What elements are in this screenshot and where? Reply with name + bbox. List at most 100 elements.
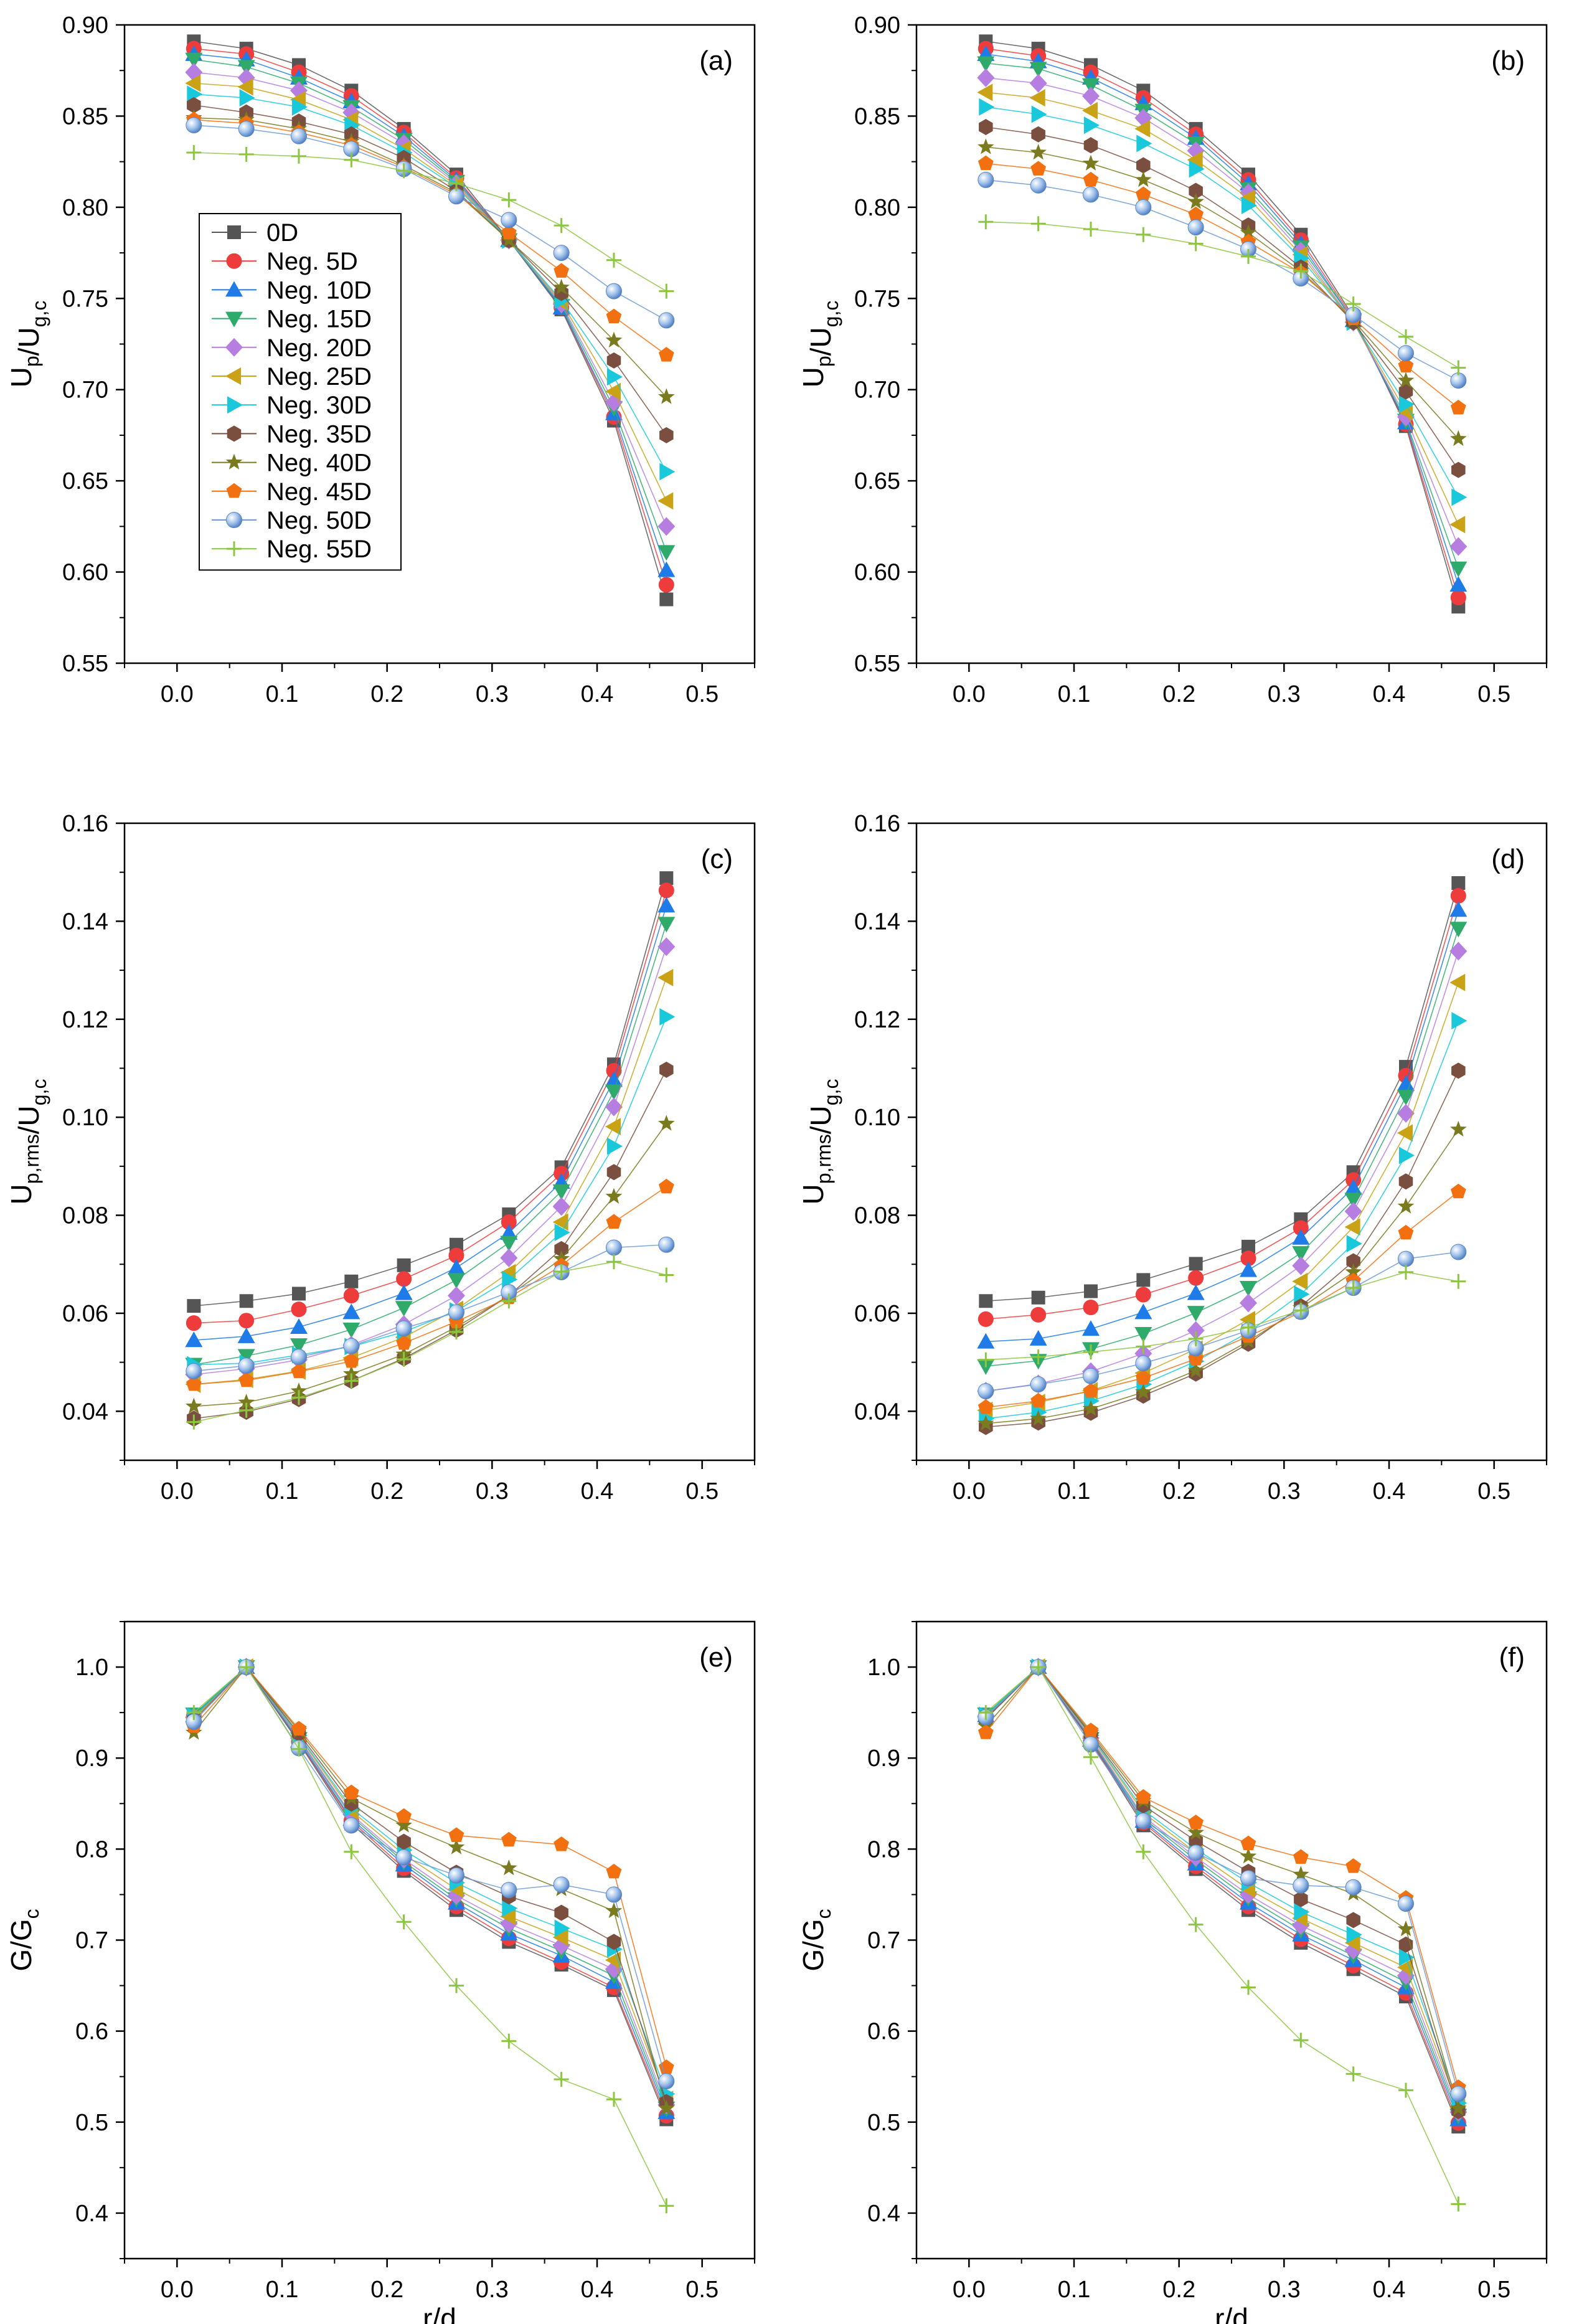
- legend-entry: Neg. 40D: [212, 450, 372, 477]
- series-line: [193, 1666, 667, 2105]
- panel-label: (f): [1499, 1642, 1525, 1673]
- data-point: [657, 968, 674, 986]
- data-point: [554, 1904, 568, 1921]
- data-point: [1188, 1331, 1204, 1346]
- data-point: [606, 1863, 622, 1879]
- data-point: [658, 388, 675, 404]
- y-axis-title-part: U: [797, 1184, 829, 1204]
- data-point: [1294, 1285, 1310, 1303]
- data-point: [605, 1071, 623, 1087]
- y-tick-label: 0.55: [62, 651, 108, 677]
- data-point: [291, 1390, 306, 1405]
- data-point: [978, 1399, 994, 1414]
- data-point: [397, 1833, 411, 1850]
- data-point: [1449, 942, 1468, 961]
- data-point: [554, 1240, 568, 1257]
- data-point: [1450, 430, 1467, 446]
- data-point: [1240, 224, 1257, 240]
- data-point: [1135, 199, 1152, 215]
- data-point: [395, 1320, 412, 1337]
- data-point: [1450, 590, 1466, 606]
- data-point: [501, 192, 517, 208]
- data-point: [554, 263, 570, 278]
- data-point: [1398, 1146, 1415, 1164]
- data-point: [291, 1287, 306, 1301]
- data-point: [1188, 206, 1204, 222]
- data-point: [448, 1978, 464, 1993]
- data-point: [605, 1188, 623, 1204]
- series-line: [986, 179, 1459, 381]
- series-line: [986, 126, 1459, 471]
- data-point: [1029, 89, 1045, 107]
- data-point: [554, 218, 569, 234]
- data-point: [657, 917, 676, 933]
- data-point: [1293, 2033, 1309, 2048]
- y-tick-label: 0.75: [62, 286, 108, 312]
- y-tick-label: 0.60: [854, 560, 900, 586]
- data-point: [553, 245, 570, 262]
- series-line: [194, 72, 667, 527]
- data-point: [1135, 1369, 1151, 1385]
- data-point: [1030, 1660, 1046, 1675]
- y-axis-title: G/Gc: [5, 1909, 43, 1971]
- legend-label: Neg. 50D: [266, 507, 372, 534]
- series-neg-50d: [978, 171, 1467, 389]
- data-point: [978, 1705, 994, 1721]
- series-line: [986, 895, 1459, 1320]
- data-point: [1189, 182, 1203, 199]
- data-point: [1029, 62, 1047, 78]
- data-point: [659, 871, 674, 886]
- y-tick-label: 0.5: [75, 2110, 108, 2136]
- y-tick-label: 0.65: [62, 468, 108, 494]
- x-tick-label: 0.0: [953, 1478, 986, 1504]
- data-point: [553, 1876, 570, 1893]
- data-point: [186, 1376, 202, 1391]
- data-point: [186, 1315, 202, 1331]
- data-point: [238, 146, 254, 162]
- data-point: [1294, 1891, 1308, 1907]
- y-axis-title-part: /U: [12, 1105, 45, 1134]
- data-point: [554, 1836, 570, 1851]
- data-point: [238, 1660, 254, 1675]
- data-point: [1397, 1197, 1415, 1214]
- data-point: [237, 60, 255, 76]
- y-axis-title-subscript: g,c: [820, 301, 842, 328]
- y-tick-label: 0.4: [75, 2201, 108, 2227]
- data-point: [291, 98, 308, 116]
- data-point: [1134, 1303, 1152, 1320]
- data-point: [1083, 1299, 1099, 1315]
- series-line: [194, 877, 667, 1306]
- legend-label: Neg. 40D: [266, 450, 372, 477]
- data-point: [1083, 1749, 1098, 1765]
- series-line: [985, 1666, 1459, 2109]
- legend-marker: [225, 311, 243, 328]
- series-line: [194, 977, 667, 1385]
- data-point: [1030, 216, 1046, 232]
- data-point: [658, 2059, 674, 2074]
- series-line: [986, 951, 1459, 1392]
- data-point: [659, 427, 674, 443]
- data-point: [290, 1338, 308, 1354]
- series-line: [194, 923, 667, 1366]
- x-tick-label: 0.4: [1373, 1478, 1406, 1504]
- y-axis-title-subscript: c: [21, 1909, 43, 1919]
- panel-c: 0.0 0.1 0.2 0.3 0.4 0.5 0.04 0.06 0.08 0.10 0.12 0.…: [5, 811, 756, 1504]
- legend-marker: [227, 396, 243, 414]
- data-point: [605, 1118, 621, 1136]
- series-neg-55d: [186, 1254, 674, 1430]
- x-tick-label: 0.1: [266, 1478, 299, 1504]
- data-point: [290, 128, 307, 144]
- data-point: [978, 1311, 994, 1327]
- data-point: [1187, 151, 1203, 169]
- data-point: [291, 148, 306, 164]
- series-line: [194, 1123, 667, 1407]
- x-tick-label: 0.5: [1477, 1478, 1510, 1504]
- x-axis-title: r/d: [1215, 2302, 1248, 2324]
- data-point: [500, 1235, 518, 1252]
- data-point: [1082, 1400, 1100, 1416]
- series-line: [986, 146, 1459, 440]
- series-line: [986, 1251, 1459, 1392]
- y-axis-title-part: /U: [804, 327, 837, 356]
- x-tick-label: 0.5: [1477, 2277, 1510, 2303]
- data-point: [1293, 1220, 1309, 1236]
